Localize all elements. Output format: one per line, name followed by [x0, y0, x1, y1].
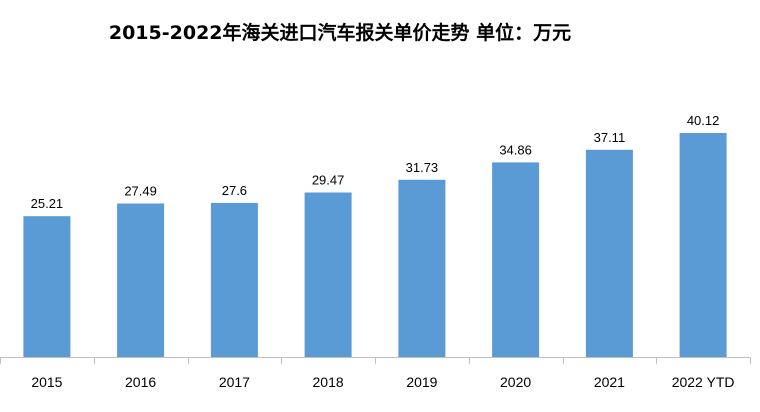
- bar-2022-ytd: [679, 133, 727, 357]
- data-label: 29.47: [312, 173, 345, 188]
- data-labels-group: 25.21 27.49 27.6 29.47 31.73 34.86 37.11 40.12: [31, 113, 720, 211]
- data-label: 31.73: [406, 160, 439, 175]
- x-tick-label: 2019: [406, 374, 437, 390]
- data-label: 40.12: [687, 113, 720, 128]
- bar-2016: [117, 203, 165, 357]
- chart-title: 2015-2022年海关进口汽车报关单价走势 单位：万元: [108, 22, 572, 44]
- x-tick-label: 2022 YTD: [672, 374, 735, 390]
- bar-2015: [23, 216, 71, 357]
- x-tick-labels-group: 2015 2016 2017 2018 2019 2020 2021 2022 YTD: [31, 374, 734, 390]
- data-label: 34.86: [499, 142, 532, 157]
- x-tick-label: 2017: [219, 374, 250, 390]
- x-tick-label: 2021: [594, 374, 625, 390]
- data-label: 25.21: [31, 196, 64, 211]
- data-label: 27.6: [222, 183, 247, 198]
- bar-2021: [585, 149, 633, 357]
- x-axis-group: [0, 357, 751, 364]
- bars-group: [23, 133, 727, 357]
- x-tick-label: 2016: [125, 374, 156, 390]
- x-tick-label: 2018: [313, 374, 344, 390]
- bar-2018: [304, 192, 352, 357]
- x-tick-label: 2020: [500, 374, 531, 390]
- x-tick-label: 2015: [31, 374, 62, 390]
- data-label: 27.49: [124, 184, 157, 199]
- bar-2019: [398, 179, 446, 357]
- bar-2017: [210, 202, 258, 357]
- data-label: 37.11: [594, 130, 626, 145]
- bar-2020: [492, 162, 540, 357]
